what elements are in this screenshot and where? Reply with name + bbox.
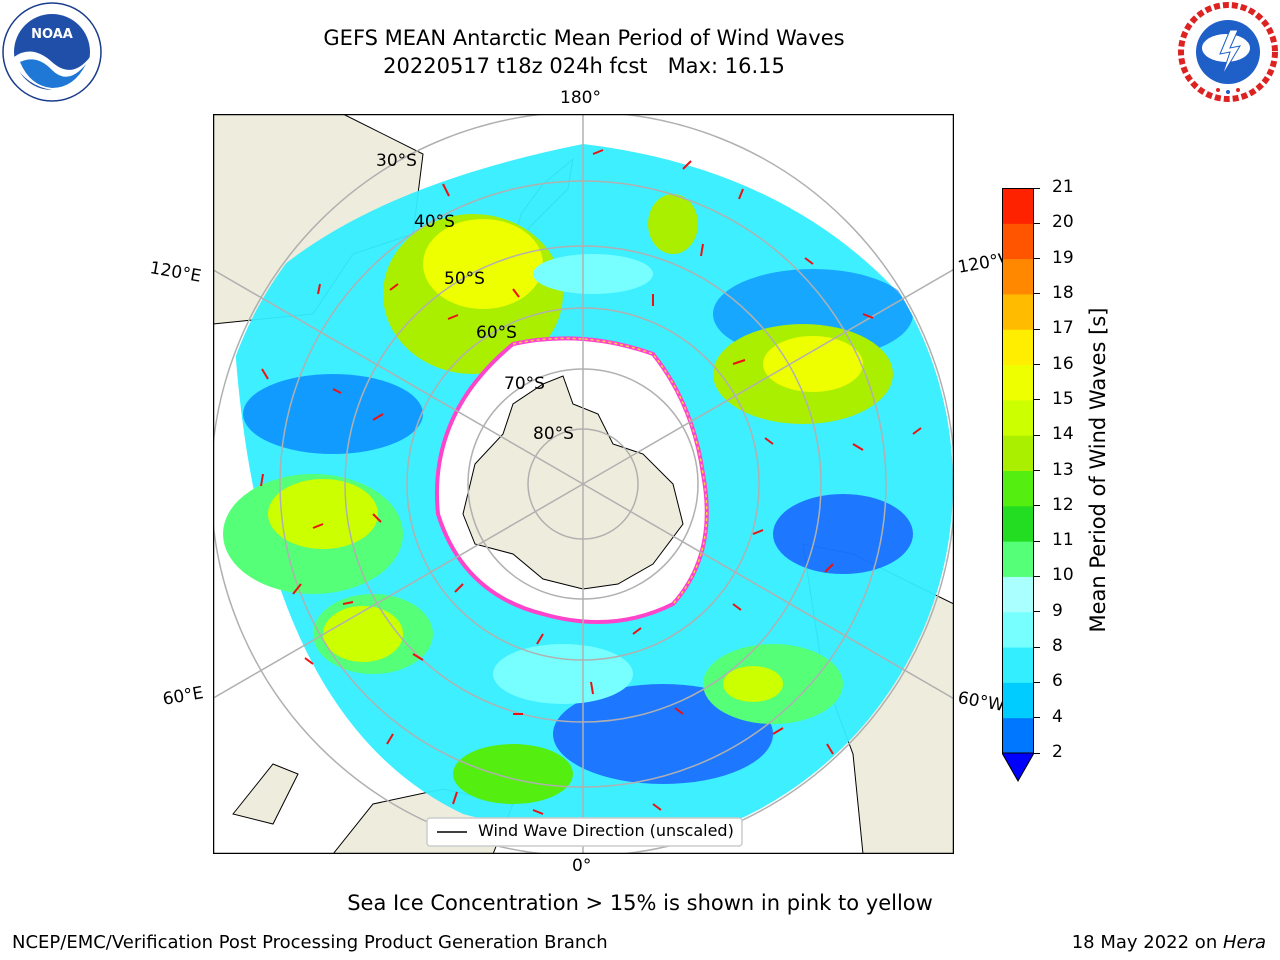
lat-label-30s: 30°S	[376, 151, 417, 171]
colorbar	[1001, 188, 1035, 783]
lat-label-40s: 40°S	[414, 212, 455, 232]
colorbar-tick-label: 20	[1052, 212, 1074, 233]
chart-title: GEFS MEAN Antarctic Mean Period of Wind …	[323, 26, 845, 50]
colorbar-label: Mean Period of Wind Waves [s]	[1086, 307, 1110, 633]
colorbar-tick-mark	[1034, 540, 1040, 542]
colorbar-tick-label: 19	[1052, 247, 1074, 268]
colorbar-tick-label: 2	[1052, 742, 1063, 762]
legend-label: Wind Wave Direction (unscaled)	[478, 821, 734, 840]
lon-label-60e: 60°E	[161, 683, 205, 710]
land-madagascar	[232, 763, 299, 825]
colorbar-tick-mark	[1034, 434, 1040, 436]
legend-box	[426, 817, 743, 847]
lon-label-120e: 120°E	[148, 258, 203, 287]
colorbar-swatch	[1002, 364, 1034, 401]
colorbar-tick-label: 17	[1052, 318, 1074, 339]
footer-machine: Hera	[1222, 932, 1266, 953]
colorbar-tick-label: 6	[1052, 671, 1063, 692]
colorbar-tick-label: 16	[1052, 353, 1074, 374]
colorbar-swatch	[1002, 576, 1034, 613]
colorbar-swatch	[1002, 293, 1034, 330]
footer-right: 18 May 2022 on Hera	[1072, 932, 1266, 953]
colorbar-tick-mark	[1034, 575, 1040, 577]
colorbar-tick-label: 15	[1052, 388, 1074, 409]
noaa-logo: NOAA	[2, 2, 102, 102]
colorbar-tick-mark	[1034, 222, 1040, 224]
footer-date: 18 May 2022 on	[1071, 932, 1223, 953]
lat-label-70s: 70°S	[504, 374, 545, 394]
colorbar-tick-mark	[1034, 681, 1040, 683]
colorbar-tick-label: 14	[1052, 424, 1074, 445]
svg-text:NOAA: NOAA	[31, 27, 73, 42]
colorbar-swatch	[1002, 223, 1034, 260]
colorbar-tick-mark	[1034, 187, 1040, 189]
colorbar-under-triangle	[1001, 752, 1035, 783]
colorbar-tick-label: 9	[1052, 600, 1063, 621]
colorbar-swatch	[1002, 717, 1034, 754]
colorbar-tick-mark	[1034, 328, 1040, 330]
colorbar-swatch	[1002, 505, 1034, 542]
colorbar-swatch	[1002, 682, 1034, 719]
colorbar-tick-label: 4	[1052, 706, 1063, 727]
colorbar-tick-mark	[1034, 646, 1040, 648]
colorbar-tick-mark	[1034, 293, 1040, 295]
lat-label-80s: 80°S	[533, 424, 574, 444]
colorbar-tick-mark	[1034, 505, 1040, 507]
colorbar-tick-mark	[1034, 399, 1040, 401]
colorbar-swatch	[1002, 435, 1034, 471]
colorbar-swatch	[1002, 329, 1034, 366]
colorbar-tick-mark	[1034, 470, 1040, 471]
colorbar-swatch	[1002, 611, 1034, 648]
colorbar-swatch	[1002, 188, 1034, 224]
lon-label-60w: 60°W	[956, 688, 1006, 717]
land-antarctica	[462, 375, 684, 590]
footer-left: NCEP/EMC/Verification Post Processing Pr…	[12, 932, 608, 953]
polar-map	[212, 113, 955, 855]
colorbar-swatch	[1002, 470, 1034, 507]
lon-label-0: 0°	[572, 856, 592, 876]
colorbar-tick-mark	[1034, 258, 1040, 260]
colorbar-tick-label: 21	[1052, 177, 1074, 197]
colorbar-tick-label: 12	[1052, 494, 1074, 515]
lat-label-50s: 50°S	[444, 269, 485, 289]
colorbar-tick-mark	[1034, 717, 1040, 719]
map-frame	[212, 113, 955, 855]
colorbar-tick-label: 8	[1052, 636, 1063, 657]
sea-ice-note: Sea Ice Concentration > 15% is shown in …	[347, 891, 933, 915]
colorbar-swatch	[1002, 541, 1034, 577]
colorbar-tick-label: 18	[1052, 282, 1074, 303]
colorbar-swatch	[1002, 399, 1034, 436]
colorbar-tick-label: 11	[1052, 530, 1074, 551]
lat-label-60s: 60°S	[476, 323, 517, 343]
colorbar-swatches	[1001, 188, 1035, 783]
colorbar-tick-mark	[1034, 752, 1040, 754]
colorbar-tick-mark	[1034, 611, 1040, 613]
lon-label-180: 180°	[560, 88, 601, 108]
colorbar-tick-label: 10	[1052, 565, 1074, 586]
colorbar-tick-label: 13	[1052, 459, 1074, 480]
colorbar-swatch	[1002, 647, 1034, 683]
chart-subtitle: 20220517 t18z 024h fcst Max: 16.15	[383, 54, 785, 78]
colorbar-tick-mark	[1034, 364, 1040, 366]
nws-logo	[1178, 2, 1278, 102]
colorbar-swatch	[1002, 258, 1034, 295]
